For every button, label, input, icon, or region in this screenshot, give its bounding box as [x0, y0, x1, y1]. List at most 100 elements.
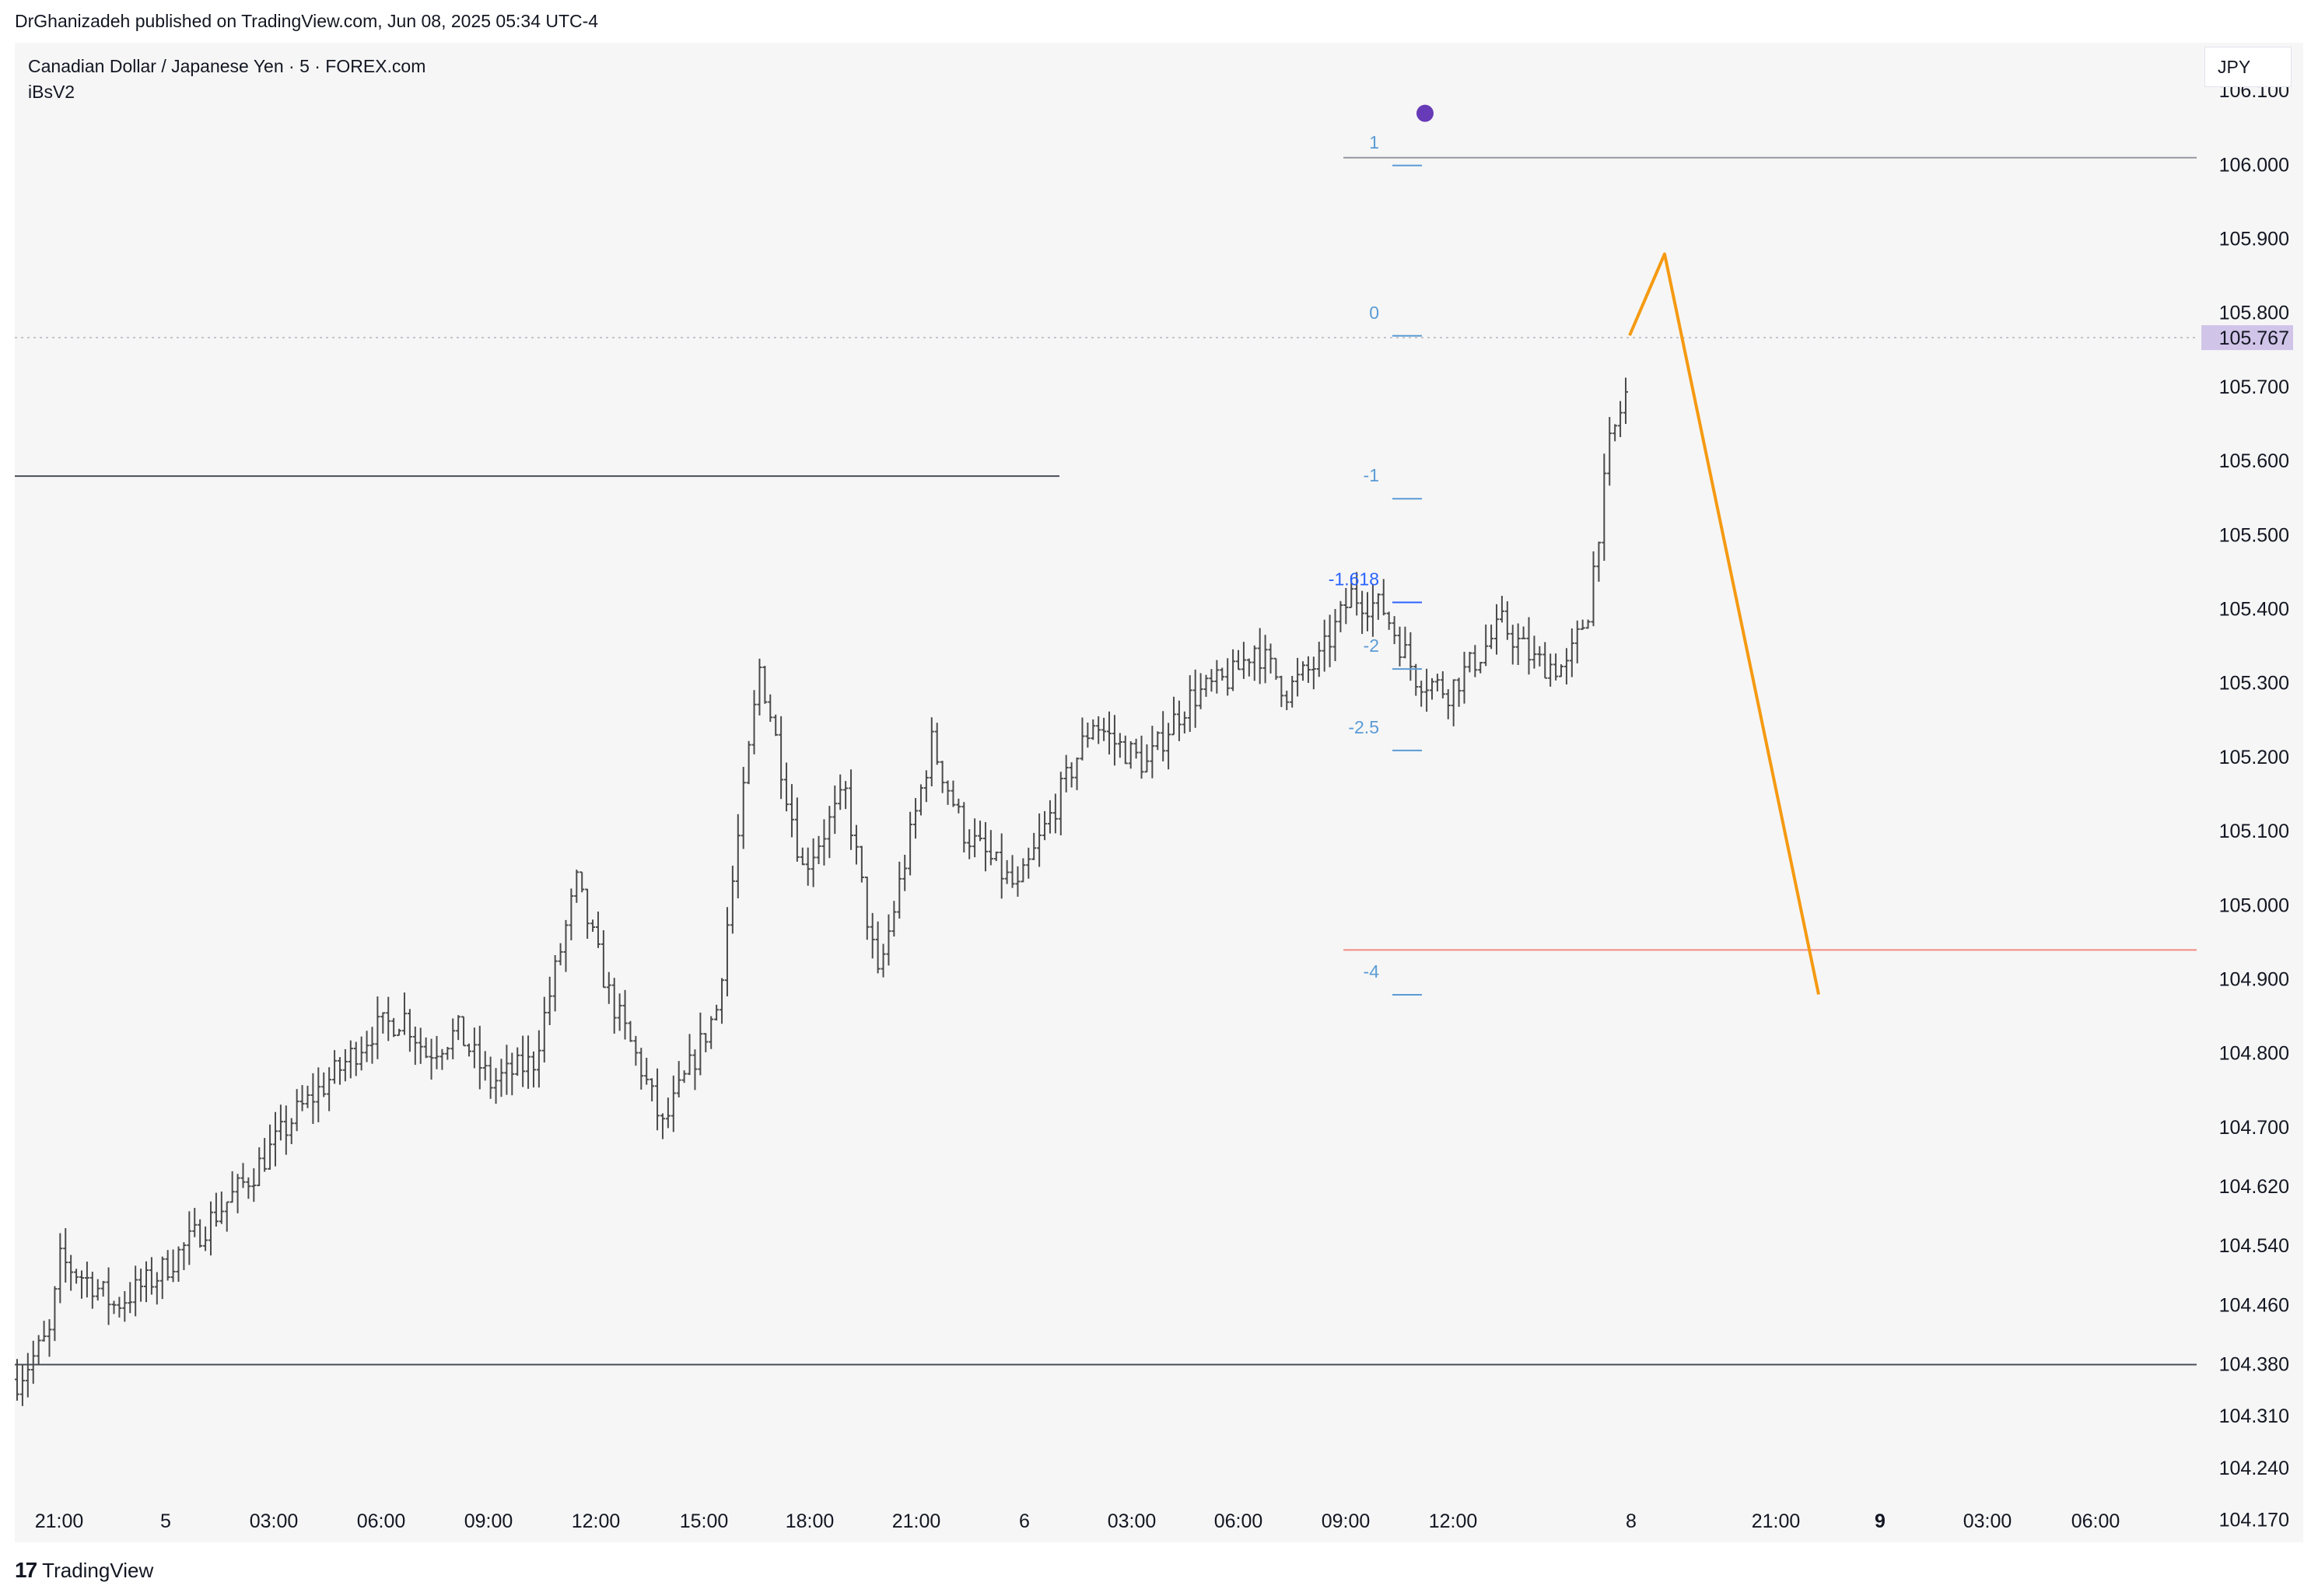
ohlc-bar	[375, 996, 380, 1059]
ohlc-bar	[143, 1261, 149, 1303]
ohlc-bar	[63, 1228, 68, 1283]
ohlc-bar	[401, 992, 407, 1035]
ohlc-bar	[923, 770, 929, 803]
ohlc-bar	[1117, 733, 1122, 758]
ohlc-bar	[633, 1035, 639, 1066]
ohlc-bar	[934, 723, 940, 765]
ohlc-bar	[369, 1027, 375, 1064]
ohlc-bar	[1305, 656, 1311, 683]
ohlc-bar	[1456, 677, 1462, 707]
ohlc-bar	[665, 1097, 671, 1129]
ohlc-bar	[773, 714, 779, 737]
ohlc-bar	[1338, 600, 1343, 632]
ohlc-bar	[1262, 635, 1268, 684]
price-axis-label: 104.540	[2219, 1235, 2289, 1257]
ohlc-bar	[1004, 859, 1010, 884]
ohlc-bar	[15, 1359, 19, 1401]
ohlc-bar	[1612, 424, 1618, 442]
ohlc-bar	[724, 907, 730, 996]
ohlc-bar	[622, 989, 628, 1040]
price-axis[interactable]: 106.100106.000105.900105.800105.700105.6…	[2219, 80, 2289, 1531]
symbol-legend[interactable]: Canadian Dollar / Japanese Yen · 5 · FOR…	[28, 56, 426, 76]
ohlc-bar	[1198, 673, 1203, 709]
time-axis[interactable]: 21:00 5 03:00 06:00 09:00 12:00 15:00 18:00 21:0…	[35, 1510, 2120, 1532]
ohlc-bar	[714, 1004, 720, 1021]
ohlc-bar	[580, 871, 585, 893]
ohlc-bar	[908, 811, 913, 876]
ohlc-bar	[1139, 735, 1144, 779]
ohlc-bar	[1257, 628, 1262, 684]
ohlc-bar	[730, 865, 735, 934]
ohlc-bar	[1478, 661, 1483, 674]
ohlc-bar	[170, 1249, 176, 1283]
ohlc-bar	[25, 1353, 30, 1398]
time-axis-label: 21:00	[1752, 1510, 1801, 1532]
ohlc-bar	[488, 1056, 493, 1099]
ohlc-bar	[972, 818, 978, 858]
ohlc-series	[15, 377, 1628, 1406]
ohlc-bar	[530, 1051, 536, 1088]
ohlc-bar	[1171, 696, 1177, 736]
time-axis-label: 06:00	[357, 1510, 406, 1532]
ohlc-bar	[1295, 657, 1301, 697]
ohlc-bar	[1510, 625, 1515, 665]
ohlc-bar	[967, 829, 972, 859]
price-axis-label: 104.170	[2219, 1509, 2289, 1531]
ohlc-bar	[471, 1027, 477, 1069]
currency-button[interactable]: JPY	[2204, 47, 2292, 87]
ohlc-bar	[1220, 667, 1225, 681]
ohlc-bar	[1133, 738, 1139, 759]
ohlc-bar	[19, 1364, 25, 1406]
time-axis-label: 03:00	[1963, 1510, 2012, 1532]
ohlc-bar	[1252, 645, 1257, 681]
ohlc-bar	[294, 1089, 299, 1132]
time-axis-label: 9	[1875, 1510, 1886, 1532]
price-axis-label: 104.240	[2219, 1458, 2289, 1479]
ohlc-bar	[1021, 858, 1026, 883]
ohlc-bar	[1602, 453, 1607, 561]
ohlc-bar	[321, 1072, 327, 1097]
price-axis-label: 105.800	[2219, 303, 2289, 324]
indicator-legend[interactable]: iBsV2	[28, 82, 75, 102]
ohlc-bar	[1150, 726, 1155, 779]
ohlc-bar	[477, 1025, 482, 1090]
ohlc-bar	[639, 1048, 644, 1090]
price-axis-label: 104.800	[2219, 1043, 2289, 1065]
ohlc-bar	[74, 1269, 79, 1284]
ohlc-bar	[881, 943, 886, 978]
ohlc-bar	[660, 1113, 665, 1139]
ohlc-bar	[1623, 377, 1628, 425]
time-axis-label: 06:00	[1214, 1510, 1263, 1532]
time-axis-label: 21:00	[892, 1510, 941, 1532]
ohlc-bar	[165, 1250, 170, 1281]
ohlc-bar	[429, 1038, 434, 1080]
ohlc-bar	[1375, 593, 1381, 620]
ohlc-bar	[611, 978, 617, 1034]
ohlc-bar	[466, 1043, 471, 1057]
ohlc-bar	[929, 717, 934, 786]
tradingview-branding: ⁠17 TradingView	[15, 1558, 153, 1583]
ohlc-bar	[310, 1073, 316, 1124]
ohlc-bar	[650, 1078, 655, 1102]
ohlc-bar	[418, 1027, 423, 1064]
fib-label: -1	[1364, 465, 1379, 485]
ohlc-bar	[1301, 661, 1306, 681]
ohlc-bar	[380, 1012, 386, 1034]
ohlc-bar	[509, 1052, 515, 1096]
ohlc-bar	[784, 762, 790, 812]
ohlc-bar	[1462, 652, 1467, 704]
ohlc-bar	[1192, 669, 1198, 728]
ohlc-bar	[1472, 645, 1478, 677]
ohlc-bar	[364, 1031, 369, 1062]
ohlc-bar	[1467, 652, 1472, 673]
ohlc-bar	[1085, 722, 1091, 748]
ohlc-bar	[1381, 579, 1386, 616]
publish-attribution: DrGhanizadeh published on TradingView.co…	[15, 11, 599, 31]
ohlc-bar	[181, 1242, 187, 1271]
ohlc-bar	[272, 1111, 278, 1167]
ohlc-bar	[1440, 671, 1445, 698]
ohlc-bar	[811, 838, 816, 887]
ohlc-bar	[332, 1050, 338, 1084]
ohlc-bar	[918, 784, 923, 816]
